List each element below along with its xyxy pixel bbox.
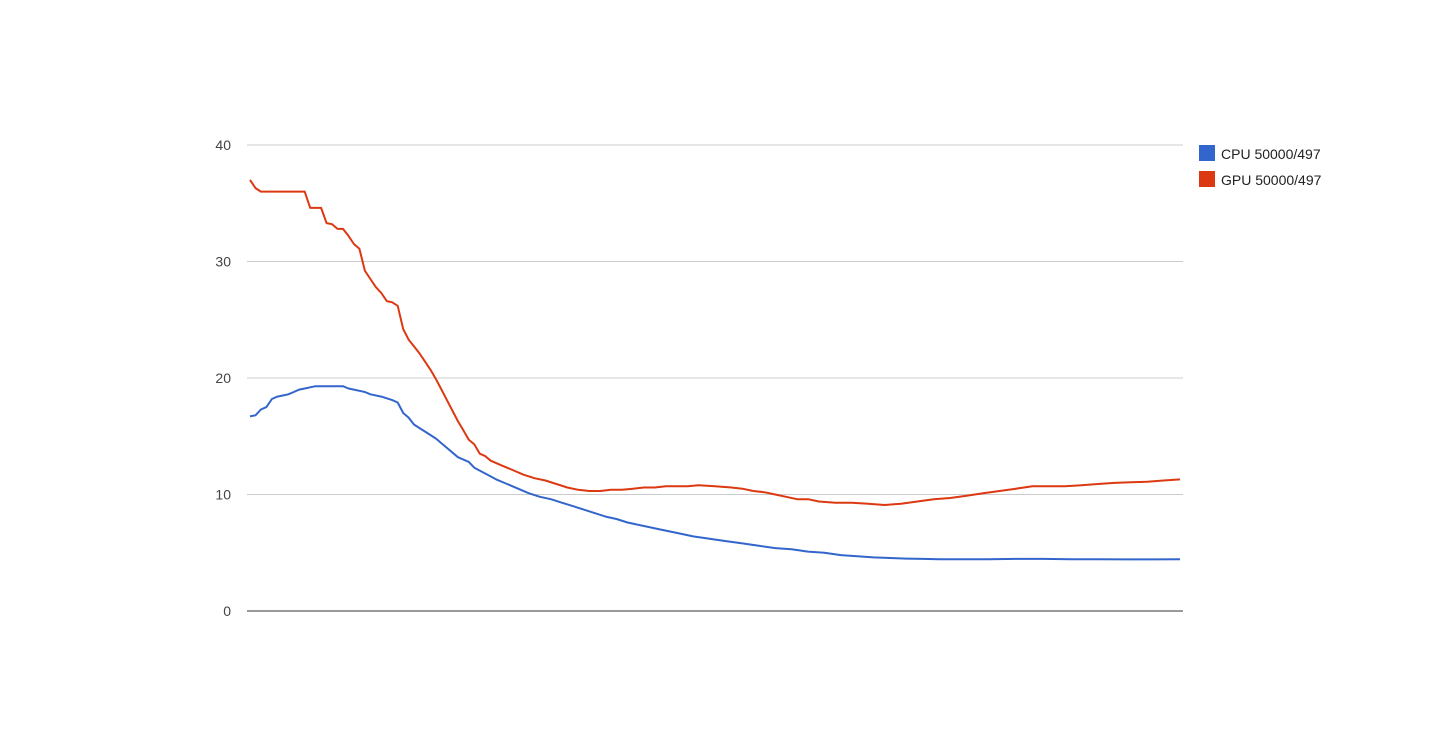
- y-tick-label: 30: [215, 254, 231, 270]
- y-axis-ticks: 0 10 20 30 40: [215, 137, 231, 619]
- y-tick-label: 10: [215, 487, 231, 503]
- legend: CPU 50000/497 GPU 50000/497: [1199, 145, 1322, 188]
- series-line-1: [249, 179, 1181, 506]
- legend-item: GPU 50000/497: [1199, 171, 1322, 188]
- series-line-0: [249, 385, 1181, 561]
- series-lines: [249, 179, 1181, 561]
- y-tick-label: 20: [215, 370, 231, 386]
- legend-label: CPU 50000/497: [1221, 146, 1321, 162]
- legend-item: CPU 50000/497: [1199, 145, 1321, 162]
- legend-swatch: [1199, 145, 1215, 161]
- y-tick-label: 40: [215, 137, 231, 153]
- gridlines: [247, 144, 1183, 495]
- legend-label: GPU 50000/497: [1221, 172, 1322, 188]
- y-tick-label: 0: [223, 603, 231, 619]
- legend-swatch: [1199, 171, 1215, 187]
